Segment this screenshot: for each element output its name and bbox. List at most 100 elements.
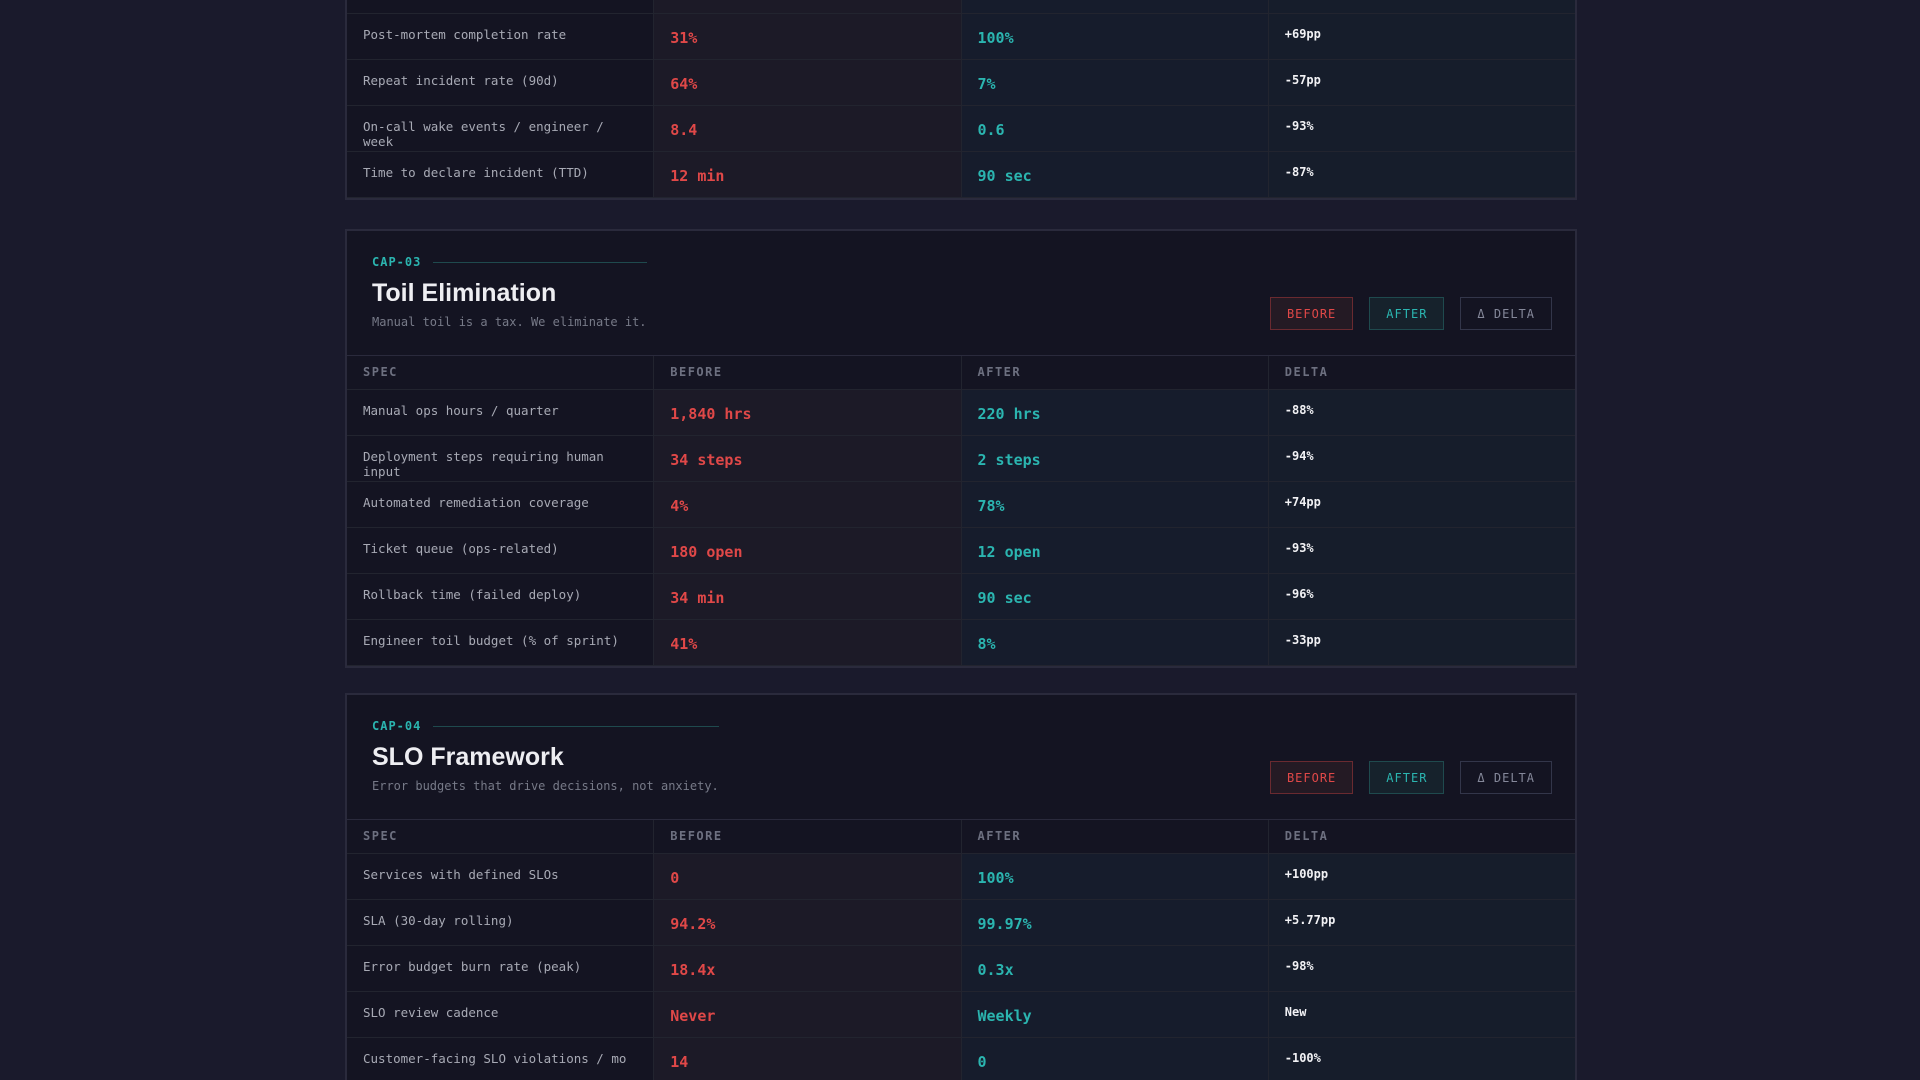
delta-cell: -100% [1268,1038,1575,1080]
spec-cell: SLO review cadence [347,992,655,1037]
spec-cell: Services with defined SLOs [347,854,655,899]
section-subtitle: Error budgets that drive decisions, not … [372,779,719,793]
capability-code: CAP-04 [372,719,719,733]
before-cell: 1,840 hrs [654,390,962,435]
spec-cell: Engineer toil budget (% of sprint) [347,620,655,665]
table-row: Rollback time (failed deploy) 34 min 90 se… [347,574,1575,620]
after-cell: 7% [961,60,1269,105]
after-cell: 0.3x [961,946,1269,991]
delta-cell: -94% [1268,436,1575,481]
capability-section: CAP-03 Toil Elimination Manual toil is a t… [345,229,1577,668]
capability-section: CAP-04 SLO Framework Error budgets that dr… [345,693,1577,1080]
table-header: SPEC BEFORE AFTER DELTA [347,820,1575,854]
before-cell: 64% [654,60,962,105]
delta-cell: +74pp [1268,482,1575,527]
spec-cell: Deployment steps requiring human input [347,436,655,481]
toggle-button[interactable]: Δ DELTA [1460,297,1552,330]
spec-cell: Post-mortem completion rate [347,14,655,59]
table-cell [654,0,962,13]
header-text: CAP-04 SLO Framework Error budgets that dr… [372,719,719,793]
section-title: Toil Elimination [372,279,557,307]
before-cell: 0 [654,854,962,899]
after-cell: 100% [961,14,1269,59]
table-cell [347,0,655,13]
table-row: Error budget burn rate (peak) 18.4x 0.3x -9… [347,946,1575,992]
delta-cell: +5.77pp [1268,900,1575,945]
toggle-button[interactable]: BEFORE [1269,761,1354,794]
table-row: Services with defined SLOs 0 100% +100pp [347,854,1575,900]
before-cell: 41% [654,620,962,665]
table-row [347,0,1575,14]
spec-cell: SLA (30-day rolling) [347,900,655,945]
table-row: Deployment steps requiring human input 34… [347,436,1575,482]
delta-cell: New [1268,992,1575,1037]
column-header: SPEC [347,356,655,389]
capability-section: Post-mortem completion rate 31% 100% +69pp R… [345,0,1577,200]
delta-cell: -93% [1268,528,1575,573]
spec-cell: Manual ops hours / quarter [347,390,655,435]
before-cell: 94.2% [654,900,962,945]
capability-code: CAP-03 [372,255,647,269]
after-cell: Weekly [961,992,1269,1037]
delta-cell: -88% [1268,390,1575,435]
spec-cell: Automated remediation coverage [347,482,655,527]
header-text: CAP-03 Toil Elimination Manual toil is a t… [372,255,647,329]
table-cell [961,0,1269,13]
after-cell: 78% [961,482,1269,527]
spec-cell: Customer-facing SLO violations / mo [347,1038,655,1080]
spec-cell: Rollback time (failed deploy) [347,574,655,619]
view-toggles: BEFORE AFTER Δ DELTA [1269,761,1552,794]
delta-cell: -93% [1268,106,1575,151]
table-row: Manual ops hours / quarter 1,840 hrs 220 h… [347,390,1575,436]
table-row: SLA (30-day rolling) 94.2% 99.97% +5.77pp [347,900,1575,946]
before-cell: 18.4x [654,946,962,991]
toggle-button[interactable]: AFTER [1369,297,1445,330]
before-cell: 4% [654,482,962,527]
spec-cell: Repeat incident rate (90d) [347,60,655,105]
after-cell: 0 [961,1038,1269,1080]
table-row: Repeat incident rate (90d) 64% 7% -57pp [347,60,1575,106]
before-cell: 34 steps [654,436,962,481]
after-cell: 90 sec [961,152,1269,197]
after-cell: 90 sec [961,574,1269,619]
table-row: Customer-facing SLO violations / mo 14 0 -1… [347,1038,1575,1080]
column-header: SPEC [347,820,655,853]
after-cell: 100% [961,854,1269,899]
after-cell: 220 hrs [961,390,1269,435]
after-cell: 2 steps [961,436,1269,481]
table-cell [1268,0,1575,13]
spec-cell: Ticket queue (ops-related) [347,528,655,573]
column-header: DELTA [1284,365,1329,379]
delta-cell: +69pp [1268,14,1575,59]
delta-cell: -96% [1268,574,1575,619]
delta-cell: +100pp [1268,854,1575,899]
before-cell: 31% [654,14,962,59]
column-header: BEFORE [654,356,962,389]
spec-cell: Time to declare incident (TTD) [347,152,655,197]
delta-cell: -57pp [1268,60,1575,105]
table-row: Time to declare incident (TTD) 12 min 90 s… [347,152,1575,198]
section-header: CAP-04 SLO Framework Error budgets that dr… [347,695,1575,820]
toggle-button[interactable]: BEFORE [1269,297,1354,330]
toggle-button[interactable]: Δ DELTA [1460,761,1552,794]
column-header: AFTER [962,820,1269,853]
table-row: Engineer toil budget (% of sprint) 41% 8% -… [347,620,1575,666]
before-cell: 8.4 [654,106,962,151]
delta-cell: -87% [1268,152,1575,197]
section-title: SLO Framework [372,743,564,771]
table-row: SLO review cadence Never Weekly New [347,992,1575,1038]
table-row: Automated remediation coverage 4% 78% +74pp [347,482,1575,528]
column-header: DELTA [1284,829,1329,843]
before-cell: Never [654,992,962,1037]
column-header: BEFORE [654,820,962,853]
column-header: AFTER [962,356,1269,389]
table-row: Ticket queue (ops-related) 180 open 12 ope… [347,528,1575,574]
section-header: CAP-03 Toil Elimination Manual toil is a t… [347,231,1575,356]
after-cell: 8% [961,620,1269,665]
table-row: Post-mortem completion rate 31% 100% +69pp [347,14,1575,60]
after-cell: 99.97% [961,900,1269,945]
toggle-button[interactable]: AFTER [1369,761,1445,794]
spec-cell: On-call wake events / engineer / week [347,106,655,151]
